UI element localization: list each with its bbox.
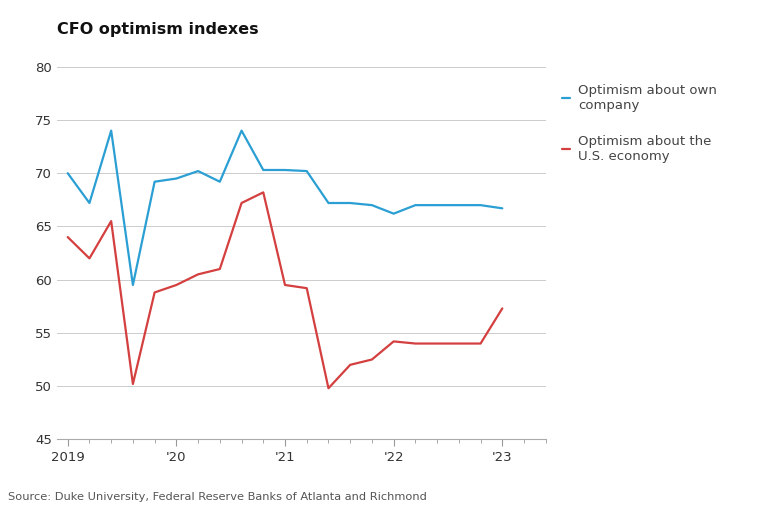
Optimism about own
company: [85, 200, 94, 206]
Optimism about own
company: [302, 168, 312, 174]
Optimism about own
company: [237, 128, 246, 134]
Optimism about own
company: [324, 200, 333, 206]
Optimism about own
company: [150, 179, 159, 185]
Optimism about the
U.S. economy: [172, 282, 181, 288]
Optimism about the
U.S. economy: [128, 381, 137, 387]
Optimism about the
U.S. economy: [107, 218, 116, 224]
Line: Optimism about own
company: Optimism about own company: [67, 131, 503, 285]
Optimism about own
company: [476, 202, 485, 208]
Optimism about the
U.S. economy: [389, 338, 398, 344]
Line: Optimism about the
U.S. economy: Optimism about the U.S. economy: [67, 192, 503, 388]
Optimism about the
U.S. economy: [237, 200, 246, 206]
Text: CFO optimism indexes: CFO optimism indexes: [57, 22, 258, 37]
Optimism about own
company: [389, 211, 398, 217]
Optimism about the
U.S. economy: [346, 362, 355, 368]
Optimism about own
company: [258, 167, 268, 173]
Optimism about the
U.S. economy: [433, 340, 442, 346]
Optimism about the
U.S. economy: [215, 266, 224, 272]
Optimism about the
U.S. economy: [150, 289, 159, 295]
Optimism about own
company: [193, 168, 202, 174]
Optimism about own
company: [368, 202, 377, 208]
Optimism about the
U.S. economy: [368, 357, 377, 363]
Optimism about own
company: [280, 167, 290, 173]
Optimism about own
company: [411, 202, 420, 208]
Optimism about own
company: [128, 282, 137, 288]
Optimism about the
U.S. economy: [85, 256, 94, 262]
Optimism about own
company: [172, 176, 181, 182]
Optimism about own
company: [63, 170, 72, 176]
Optimism about the
U.S. economy: [476, 340, 485, 346]
Optimism about the
U.S. economy: [302, 285, 312, 291]
Optimism about the
U.S. economy: [411, 340, 420, 346]
Optimism about own
company: [433, 202, 442, 208]
Text: Source: Duke University, Federal Reserve Banks of Atlanta and Richmond: Source: Duke University, Federal Reserve…: [8, 492, 427, 502]
Optimism about own
company: [346, 200, 355, 206]
Optimism about the
U.S. economy: [63, 234, 72, 240]
Optimism about own
company: [498, 206, 507, 212]
Optimism about the
U.S. economy: [324, 385, 333, 391]
Optimism about the
U.S. economy: [498, 306, 507, 312]
Optimism about own
company: [454, 202, 463, 208]
Optimism about own
company: [107, 128, 116, 134]
Optimism about the
U.S. economy: [193, 271, 202, 277]
Legend: Optimism about own
company, Optimism about the
U.S. economy: Optimism about own company, Optimism abo…: [562, 83, 717, 163]
Optimism about the
U.S. economy: [280, 282, 290, 288]
Optimism about the
U.S. economy: [258, 189, 268, 195]
Optimism about own
company: [215, 179, 224, 185]
Optimism about the
U.S. economy: [454, 340, 463, 346]
